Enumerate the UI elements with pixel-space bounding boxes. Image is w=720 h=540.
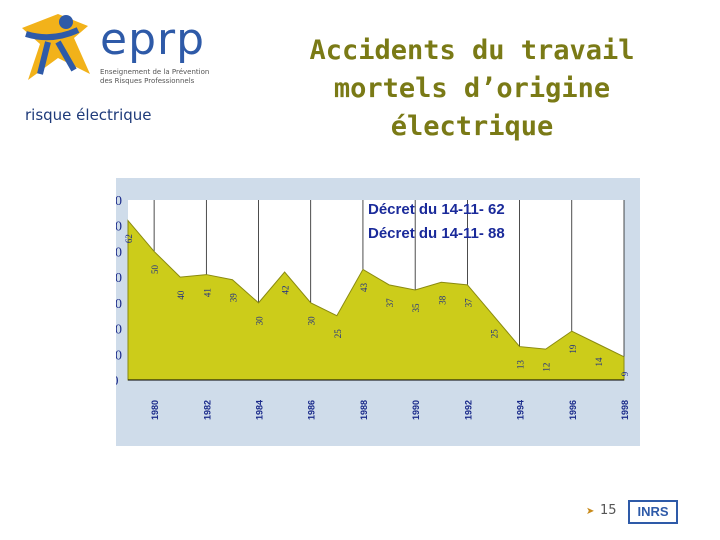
- y-tick-label-70: 70: [116, 194, 122, 209]
- bullet-arrow-icon: ➤: [586, 506, 595, 517]
- y-tick-label-30: 30: [116, 297, 122, 312]
- eprp-logo: eprp Enseignement de la Prévention des R…: [18, 8, 209, 88]
- eprp-logo-figure-icon: [22, 14, 90, 80]
- y-tick-label-60: 60: [116, 220, 122, 235]
- value-label-1987: 25: [333, 329, 343, 339]
- title-line-2: mortels d’origine: [333, 73, 611, 104]
- value-label-1989: 37: [385, 298, 395, 308]
- x-tick-label-1990: 1990: [411, 400, 421, 420]
- x-tick-label-1996: 1996: [568, 400, 578, 420]
- value-label-1992: 37: [463, 298, 473, 308]
- y-tick-label-50: 50: [116, 245, 122, 260]
- x-tick-label-1984: 1984: [255, 400, 265, 420]
- value-label-1995: 12: [542, 363, 552, 372]
- value-label-1983: 39: [228, 293, 238, 303]
- x-tick-label-1994: 1994: [516, 400, 526, 420]
- page-title: Accidents du travail mortels d’origine é…: [262, 32, 682, 146]
- page-number: 15: [600, 503, 617, 518]
- x-tick-label-1988: 1988: [359, 400, 369, 420]
- y-tick-label-10: 10: [116, 348, 122, 363]
- value-label-1994: 13: [516, 360, 526, 370]
- decree-annotation-1: Décret du 14-11- 62: [368, 201, 505, 218]
- value-label-1988: 43: [359, 282, 369, 292]
- value-label-1991: 38: [437, 295, 447, 305]
- y-tick-label-0: 0: [116, 374, 119, 389]
- value-label-1979: 62: [124, 234, 134, 243]
- value-label-1985: 42: [281, 286, 291, 295]
- title-line-1: Accidents du travail: [309, 35, 635, 66]
- value-label-1997: 14: [594, 357, 604, 367]
- value-label-1984: 30: [255, 316, 265, 326]
- value-label-1980: 50: [150, 264, 160, 274]
- y-tick-label-40: 40: [116, 271, 122, 286]
- value-label-1993: 25: [489, 329, 499, 339]
- area-series: [127, 219, 625, 381]
- section-label: risque électrique: [25, 106, 152, 124]
- title-line-3: électrique: [390, 111, 554, 142]
- logo-subtitle: Enseignement de la Prévention des Risque…: [100, 68, 210, 85]
- y-tick-label-20: 20: [116, 323, 122, 338]
- x-tick-label-1992: 1992: [463, 400, 473, 420]
- accidents-area-chart: 0 10 20 30 40 50 60 70 1980 1982 1984 1986 1988 1990 1…: [116, 194, 630, 420]
- inrs-logo: INRS: [628, 500, 678, 524]
- chart-frame: 0 10 20 30 40 50 60 70 1980 1982 1984 1986 1988 1990 1…: [116, 178, 640, 446]
- x-tick-label-1986: 1986: [307, 400, 317, 420]
- x-tick-label-1980: 1980: [150, 400, 160, 420]
- value-label-1981: 40: [176, 290, 186, 300]
- x-tick-label-1982: 1982: [202, 400, 212, 420]
- value-label-1986: 30: [307, 316, 317, 326]
- value-label-1990: 35: [411, 303, 421, 313]
- value-label-1998: 9: [620, 371, 630, 376]
- value-label-1982: 41: [202, 288, 212, 297]
- value-label-1996: 19: [568, 344, 578, 354]
- x-tick-label-1998: 1998: [620, 400, 630, 420]
- decree-annotation-2: Décret du 14-11- 88: [368, 225, 505, 242]
- logo-wordmark: eprp: [100, 14, 206, 65]
